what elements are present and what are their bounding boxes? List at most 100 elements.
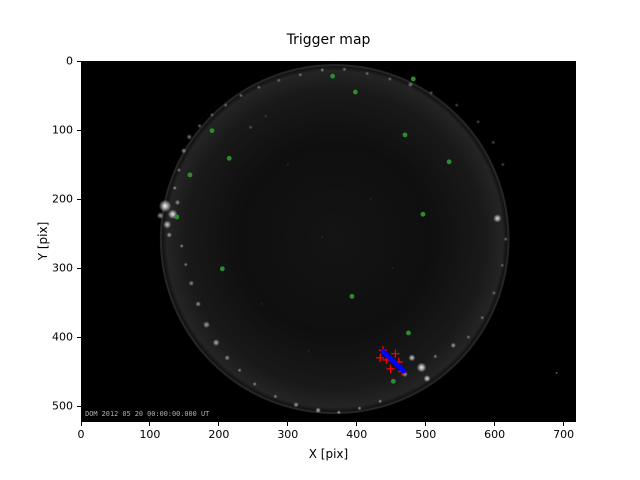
trigger-map-image: DOM 2012 05 20 00:00:00.000 UT — [81, 61, 576, 422]
trigger-pixels-point — [226, 155, 232, 161]
y-tick-label: 0 — [66, 54, 73, 68]
x-tick-mark — [356, 422, 358, 426]
trigger-pixels-point — [187, 172, 193, 178]
bright-spot — [195, 301, 201, 307]
x-axis-label: X [pix] — [308, 447, 349, 461]
trigger-pixels-point — [420, 211, 426, 217]
bright-spot — [454, 103, 459, 108]
bright-spot — [174, 199, 181, 206]
bright-spot — [429, 90, 434, 95]
bright-spot — [286, 163, 290, 166]
bright-spot — [256, 85, 261, 90]
bright-spot — [273, 394, 278, 399]
bright-spot — [336, 410, 341, 415]
bright-spot — [476, 119, 481, 124]
trigger-pixels-point — [446, 159, 452, 165]
bright-spot — [493, 214, 502, 223]
bright-spot — [433, 354, 438, 359]
x-tick-mark — [494, 422, 496, 426]
bright-spot — [450, 342, 457, 349]
bright-spot — [365, 71, 370, 76]
bright-spot — [183, 262, 188, 267]
trigger-pixels-point — [174, 214, 180, 220]
bright-spot — [320, 235, 324, 239]
x-tick-label: 600 — [484, 428, 506, 441]
bright-spot — [423, 375, 431, 382]
bright-spot — [315, 407, 321, 414]
y-tick-mark — [77, 129, 81, 131]
x-tick-mark — [218, 422, 220, 426]
bright-spot — [357, 406, 362, 411]
trigger-pixels-point — [352, 89, 358, 95]
x-tick-mark — [287, 422, 289, 426]
bright-spot — [223, 103, 228, 108]
bright-spot — [172, 185, 177, 191]
bright-spot — [237, 368, 242, 373]
bright-spot — [188, 280, 195, 287]
trigger-pixels-point — [402, 132, 408, 138]
y-tick-mark — [77, 198, 81, 200]
bright-spot — [197, 123, 202, 128]
bright-spot — [158, 199, 172, 213]
trigger-pixels-point — [330, 73, 336, 79]
y-tick-mark — [77, 336, 81, 338]
x-tick-label: 100 — [139, 428, 161, 441]
camera-timestamp: DOM 2012 05 20 00:00:00.000 UT — [85, 410, 209, 418]
bright-spot — [500, 263, 505, 268]
trigger-pixels-point — [219, 266, 225, 272]
trigger-pixels-point — [406, 330, 411, 336]
fov-rim-ring — [159, 64, 510, 415]
bright-spot — [378, 399, 383, 404]
bright-spot — [407, 81, 414, 88]
camera-fov-disk — [159, 63, 510, 415]
bright-spot — [500, 162, 505, 167]
bright-spot — [264, 114, 268, 118]
bright-spot — [248, 125, 253, 130]
bright-spot — [203, 321, 210, 329]
plot-area: DOM 2012 05 20 00:00:00.000 UT — [81, 61, 576, 422]
bright-spot — [260, 302, 264, 306]
bright-spot — [408, 354, 416, 362]
bright-spot — [252, 381, 257, 387]
x-tick-mark — [149, 422, 151, 426]
bright-spot — [491, 290, 497, 295]
x-tick-mark — [425, 422, 427, 426]
track-fit-line — [380, 349, 407, 374]
bright-spot — [466, 335, 471, 340]
bright-spot — [186, 134, 192, 140]
bright-spot — [176, 167, 181, 173]
bright-spot — [369, 197, 372, 201]
bright-spot — [212, 339, 220, 347]
bright-spot — [298, 72, 303, 77]
bright-spot — [276, 78, 281, 83]
trigger-pixels-point — [349, 293, 355, 299]
y-tick-label: 200 — [52, 192, 73, 206]
x-tick-label: 300 — [277, 428, 299, 441]
x-tick-label: 0 — [77, 428, 85, 441]
chart-title: Trigger map — [286, 32, 371, 48]
bright-spot — [224, 355, 230, 361]
x-tick-mark — [80, 422, 82, 426]
trigger-pixels-point — [209, 128, 215, 134]
bright-spot — [238, 93, 244, 98]
bright-spot — [166, 232, 173, 238]
bright-spot — [180, 147, 187, 154]
bright-spot — [480, 315, 485, 320]
bright-spot — [555, 371, 559, 375]
y-tick-mark — [77, 267, 81, 269]
y-axis-label: Y [pix] — [36, 221, 50, 261]
x-tick-label: 700 — [553, 428, 575, 441]
trigger-pixels-point — [390, 378, 396, 384]
bright-spot — [320, 67, 325, 73]
bright-spot — [179, 243, 184, 249]
bright-spot — [503, 237, 508, 242]
x-tick-label: 500 — [415, 428, 437, 441]
bright-spot — [307, 349, 310, 353]
x-tick-label: 400 — [346, 428, 368, 441]
trigger-pixels-point — [410, 76, 416, 82]
bright-spot — [416, 362, 427, 373]
bright-spot — [491, 140, 496, 145]
bright-spot — [209, 112, 215, 117]
y-tick-mark — [77, 60, 81, 62]
